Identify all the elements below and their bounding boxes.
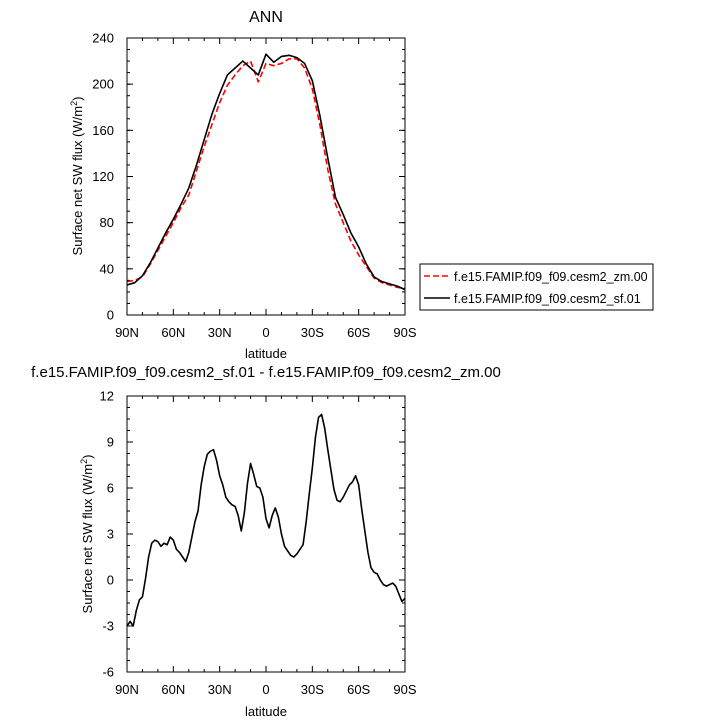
- top-chart-title: ANN: [249, 9, 283, 26]
- top-y-tick-label: 40: [100, 261, 114, 276]
- bottom-y-tick-label: 0: [107, 573, 114, 588]
- bottom-chart-title: f.e15.FAMIP.f09_f09.cesm2_sf.01 - f.e15.…: [31, 364, 501, 381]
- bottom-x-tick-label: 90S: [393, 682, 416, 697]
- bottom-x-tick-label: 30N: [208, 682, 232, 697]
- bottom-plot-area: 90N 60N 30N 0 30S 60S 90S -6 -3 0 3 6 9 12: [100, 389, 417, 698]
- top-x-axis-label: latitude: [245, 346, 287, 361]
- top-y-tick-label: 160: [92, 123, 114, 138]
- top-plot-frame: [126, 37, 406, 316]
- legend-label-sf: f.e15.FAMIP.f09_f09.cesm2_sf.01: [454, 292, 641, 306]
- legend-box: [419, 263, 654, 311]
- bottom-x-tick-label: 60N: [161, 682, 185, 697]
- bottom-x-tick-label: 90N: [115, 682, 139, 697]
- top-series-line-sf: [126, 53, 406, 291]
- top-y-axis-label: Surface net SW flux (W/m2): [69, 97, 85, 256]
- bottom-y-axis-label: Surface net SW flux (W/m2): [79, 455, 95, 614]
- top-y-tick-label: 240: [92, 31, 114, 46]
- top-x-tick-label: 60N: [161, 325, 185, 340]
- bottom-y-tick-label: 9: [107, 435, 114, 450]
- top-x-tick-label: 30S: [301, 325, 324, 340]
- bottom-y-tick-label: 3: [107, 527, 114, 542]
- bottom-y-tick-label: 12: [100, 389, 114, 404]
- bottom-series-line-diff: [126, 413, 406, 627]
- top-y-tick-label: 200: [92, 77, 114, 92]
- top-x-tick-label: 90N: [115, 325, 139, 340]
- top-x-tick-label: 0: [262, 325, 269, 340]
- top-y-tick-label: 0: [107, 308, 114, 323]
- top-plot-area: 90N 60N 30N 0 30S 60S 90S 0 40 80 120 160 200 240: [92, 31, 417, 341]
- bottom-y-tick-label: 6: [107, 481, 114, 496]
- top-x-tick-label: 30N: [208, 325, 232, 340]
- top-series-line-zm: [126, 57, 406, 290]
- top-panel: ANN 90N 60N 30N 0 30S 60S 90S 0 40 80 120 160 200 240…: [69, 9, 654, 361]
- bottom-panel: f.e15.FAMIP.f09_f09.cesm2_sf.01 - f.e15.…: [31, 364, 501, 719]
- bottom-plot-frame: [126, 395, 406, 673]
- bottom-x-tick-label: 30S: [301, 682, 324, 697]
- bottom-x-axis-label: latitude: [245, 704, 287, 719]
- legend-label-zm: f.e15.FAMIP.f09_f09.cesm2_zm.00: [454, 270, 648, 284]
- bottom-y-tick-label: -6: [102, 665, 114, 680]
- bottom-x-tick-label: 0: [262, 682, 269, 697]
- top-legend: f.e15.FAMIP.f09_f09.cesm2_zm.00 f.e15.FA…: [419, 263, 654, 311]
- top-y-tick-label: 120: [92, 169, 114, 184]
- top-x-tick-label: 90S: [393, 325, 416, 340]
- bottom-x-tick-label: 60S: [347, 682, 370, 697]
- bottom-y-tick-label: -3: [102, 619, 114, 634]
- top-y-tick-label: 80: [100, 215, 114, 230]
- top-x-tick-label: 60S: [347, 325, 370, 340]
